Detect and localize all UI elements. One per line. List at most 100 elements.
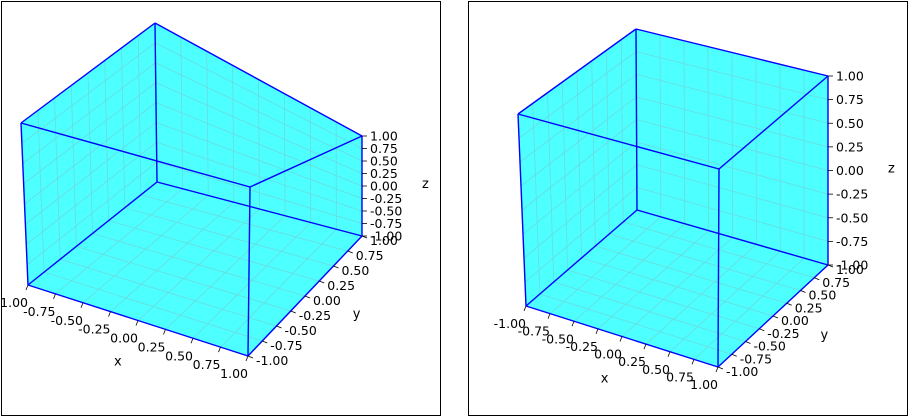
- z-tick-label: 1.00: [836, 69, 864, 84]
- y-tick-mark: [319, 280, 325, 284]
- y-tick-label: -0.50: [754, 339, 786, 354]
- floor-grid-line: [669, 250, 781, 353]
- left-grid-line: [104, 60, 110, 221]
- floor-grid-line: [137, 208, 260, 321]
- y-tick-mark: [827, 264, 834, 268]
- y-tick-label: 0.50: [809, 288, 837, 303]
- z-tick-label: -0.50: [370, 204, 402, 219]
- y-tick-mark: [247, 355, 254, 359]
- y-tick-mark: [361, 235, 368, 239]
- cube-edge: [247, 186, 251, 357]
- x-tick-mark: [547, 313, 551, 319]
- z-tick-label: -0.25: [836, 187, 868, 202]
- cube-edge: [156, 181, 363, 237]
- cube-edge: [154, 22, 363, 137]
- y-axis-label: y: [821, 328, 829, 343]
- z-tick-label: 0.00: [370, 179, 398, 194]
- x-tick-label: -0.50: [51, 313, 83, 328]
- z-tick-label: 0.50: [836, 116, 864, 131]
- axes-frame: [468, 1, 908, 416]
- z-tick-label: 0.25: [370, 166, 398, 181]
- cube-edge: [718, 75, 829, 170]
- x-tick-mark: [80, 302, 84, 308]
- back-grid-line: [636, 51, 829, 101]
- y-tick-label: -0.50: [285, 323, 317, 338]
- y-tick-mark: [333, 265, 339, 269]
- x-tick-mark: [619, 336, 623, 342]
- left-grid-line: [519, 73, 637, 163]
- x-tick-label: 0.25: [618, 354, 646, 369]
- x-tick-mark: [523, 305, 527, 312]
- x-tick-mark: [245, 355, 249, 362]
- back-grid-line: [309, 107, 312, 223]
- back-grid-line: [155, 62, 363, 162]
- x-tick-label: 0.75: [193, 357, 221, 372]
- back-grid-line: [155, 42, 363, 149]
- floor-grid-line: [192, 222, 312, 339]
- left-grid-line: [22, 62, 156, 164]
- z-tick-label: 0.75: [836, 92, 864, 107]
- back-grid-line: [155, 82, 363, 174]
- x-tick-label: 0.00: [110, 331, 138, 346]
- x-tick-label: -1.00: [494, 316, 526, 331]
- cube-edge: [249, 135, 363, 188]
- y-tick-mark: [262, 340, 268, 344]
- left-grid-line: [591, 60, 596, 247]
- x-tick-label: 1.00: [220, 366, 248, 381]
- x-tick-label: 0.50: [642, 362, 670, 377]
- left-grid-line: [21, 42, 156, 144]
- x-tick-mark: [218, 346, 221, 353]
- cube-edge: [517, 28, 637, 115]
- y-tick-mark: [276, 325, 282, 329]
- y-tick-mark: [814, 277, 820, 281]
- x-axis-label: x: [114, 354, 122, 369]
- floor-grid-line: [124, 207, 334, 267]
- floor-grid-line: [621, 237, 733, 337]
- y-tick-mark: [759, 328, 765, 332]
- x-tick-mark: [595, 328, 599, 335]
- y-tick-label: -0.75: [740, 351, 772, 366]
- z-tick-label: 0.00: [836, 163, 864, 178]
- x-tick-label: -0.25: [566, 339, 598, 354]
- y-tick-label: 1.00: [836, 262, 864, 277]
- y-tick-label: -0.25: [299, 308, 331, 323]
- cube-edge: [20, 122, 251, 188]
- left-grid-line: [518, 51, 637, 139]
- back-grid-line: [636, 96, 829, 148]
- y-tick-label: 0.75: [822, 275, 850, 290]
- y-tick-label: -1.00: [256, 353, 288, 368]
- z-tick-label: 0.75: [370, 141, 398, 156]
- x-tick-label: -0.75: [518, 324, 550, 339]
- y-tick-mark: [347, 250, 353, 254]
- left-grid-line: [520, 96, 637, 187]
- back-grid-line: [258, 79, 260, 210]
- x-tick-mark: [53, 293, 56, 300]
- x-tick-mark: [715, 366, 719, 373]
- y-tick-label: 0.25: [795, 300, 823, 315]
- cube-face-right: [248, 136, 362, 356]
- floor-grid-line: [220, 228, 337, 348]
- z-axis-label: z: [422, 177, 429, 192]
- y-axis-label: y: [353, 307, 361, 322]
- cube-edge: [635, 28, 638, 211]
- x-tick-mark: [108, 311, 111, 317]
- z-tick-label: -1.00: [370, 229, 402, 244]
- y-tick-label: 0.25: [327, 278, 355, 293]
- left-grid-line: [620, 39, 624, 223]
- y-tick-mark: [786, 302, 792, 306]
- cube-edge: [27, 181, 158, 286]
- left-grid-line: [576, 71, 582, 259]
- y-tick-label: 0.00: [313, 293, 341, 308]
- y-tick-label: 0.00: [781, 313, 809, 328]
- back-grid-line: [636, 73, 829, 124]
- cube-edge: [517, 113, 527, 307]
- floor-grid-line: [595, 245, 787, 304]
- x-tick-label: -0.75: [23, 304, 55, 319]
- left-grid-line: [87, 72, 93, 234]
- x-tick-label: -0.50: [542, 331, 574, 346]
- cube-face-top: [518, 29, 828, 169]
- y-tick-mark: [304, 295, 311, 299]
- z-tick-label: 0.25: [836, 139, 864, 154]
- cube-face-front: [21, 123, 250, 356]
